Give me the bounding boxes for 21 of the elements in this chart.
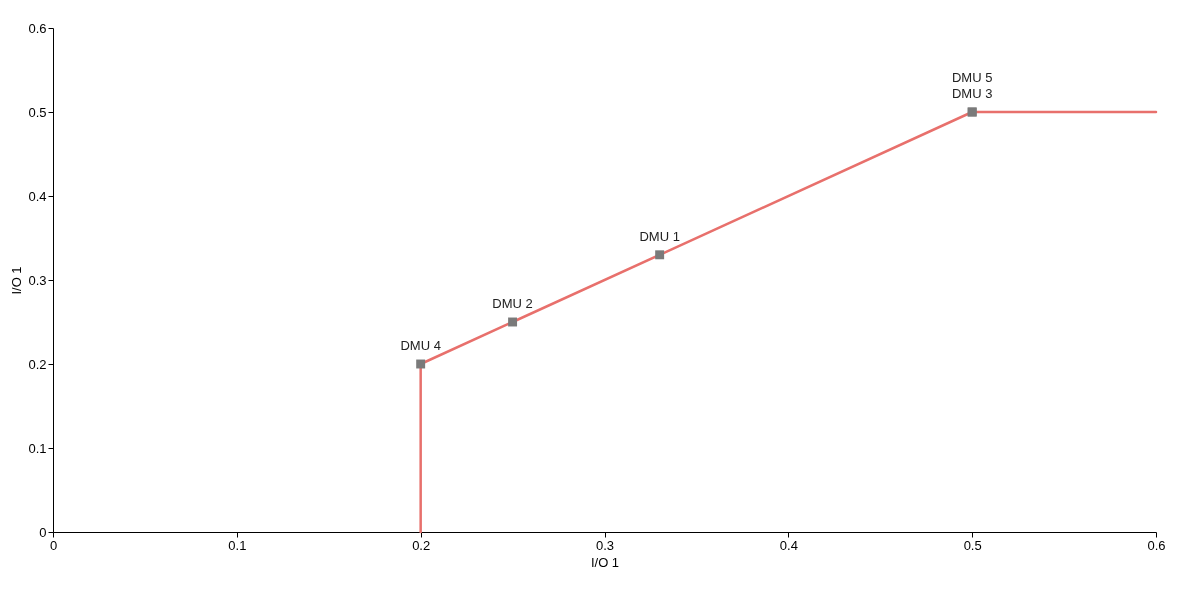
x-axis-title: I/O 1	[590, 554, 620, 570]
y-tick-label: 0.3	[28, 272, 47, 288]
x-tick-label: 0	[49, 537, 58, 553]
annotation: DMU 2	[492, 296, 533, 311]
annotation: DMU 3	[951, 86, 993, 101]
y-tick-label: 0	[39, 524, 47, 540]
y-tick-label: 0.1	[28, 440, 47, 456]
x-tick-label: 0.6	[1147, 537, 1166, 553]
annotation: DMU 5	[951, 70, 993, 85]
x-tick-label: 0.3	[595, 537, 615, 553]
y-axis-title: I/O 1	[9, 266, 25, 295]
y-tick-label: 0.6	[28, 20, 47, 36]
x-tick-label: 0.2	[412, 537, 431, 553]
y-tick-label: 0.4	[28, 188, 47, 204]
x-tick-label: 0.5	[963, 537, 982, 553]
annotation: DMU 4	[400, 338, 441, 353]
y-tick-label: 0.2	[28, 356, 47, 372]
annotation: DMU 1	[639, 228, 680, 244]
y-tick-label: 0.5	[28, 104, 47, 120]
x-tick-label: 0.1	[228, 537, 247, 553]
x-tick-label: 0.4	[779, 537, 798, 553]
